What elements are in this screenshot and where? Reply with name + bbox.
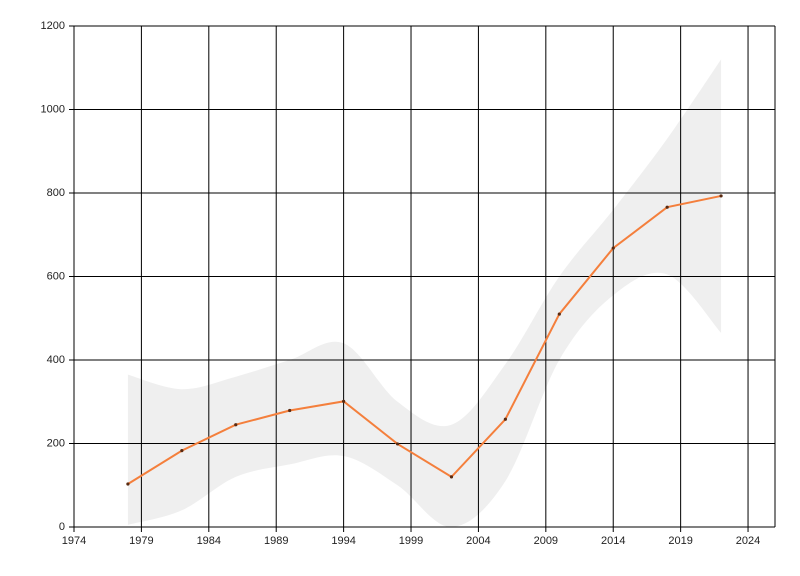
y-tick-label: 400 bbox=[47, 354, 65, 366]
x-tick-label: 2004 bbox=[466, 535, 490, 547]
x-tick-label: 1974 bbox=[62, 535, 86, 547]
data-point bbox=[288, 408, 292, 413]
data-point bbox=[126, 482, 130, 486]
data-point bbox=[557, 312, 561, 316]
y-tick-label: 200 bbox=[47, 437, 65, 449]
data-point bbox=[449, 475, 454, 479]
x-tick-label: 1994 bbox=[331, 535, 355, 547]
data-point bbox=[719, 194, 723, 198]
data-point bbox=[180, 448, 184, 453]
data-point bbox=[395, 442, 400, 446]
x-tick-label: 1999 bbox=[399, 535, 423, 547]
x-tick-label: 1984 bbox=[197, 535, 221, 547]
data-point bbox=[342, 399, 346, 403]
x-tick-label: 1979 bbox=[129, 535, 153, 547]
series-line bbox=[127, 194, 722, 485]
x-tick-label: 1989 bbox=[264, 535, 288, 547]
y-tick-label: 600 bbox=[47, 270, 65, 282]
x-tick-label: 2009 bbox=[534, 535, 558, 547]
y-tick-label: 800 bbox=[47, 187, 65, 199]
x-tick-label: 2024 bbox=[736, 535, 760, 547]
confidence-band bbox=[127, 59, 722, 528]
data-point bbox=[503, 417, 507, 421]
y-tick-label: 1000 bbox=[41, 103, 65, 115]
x-tick-label: 2014 bbox=[601, 535, 625, 547]
data-point bbox=[234, 423, 238, 427]
data-point bbox=[611, 246, 615, 250]
y-tick-label: 0 bbox=[59, 521, 65, 533]
y-tick-label: 1200 bbox=[41, 20, 65, 32]
data-point bbox=[665, 205, 669, 209]
x-tick-label: 2019 bbox=[668, 535, 692, 547]
